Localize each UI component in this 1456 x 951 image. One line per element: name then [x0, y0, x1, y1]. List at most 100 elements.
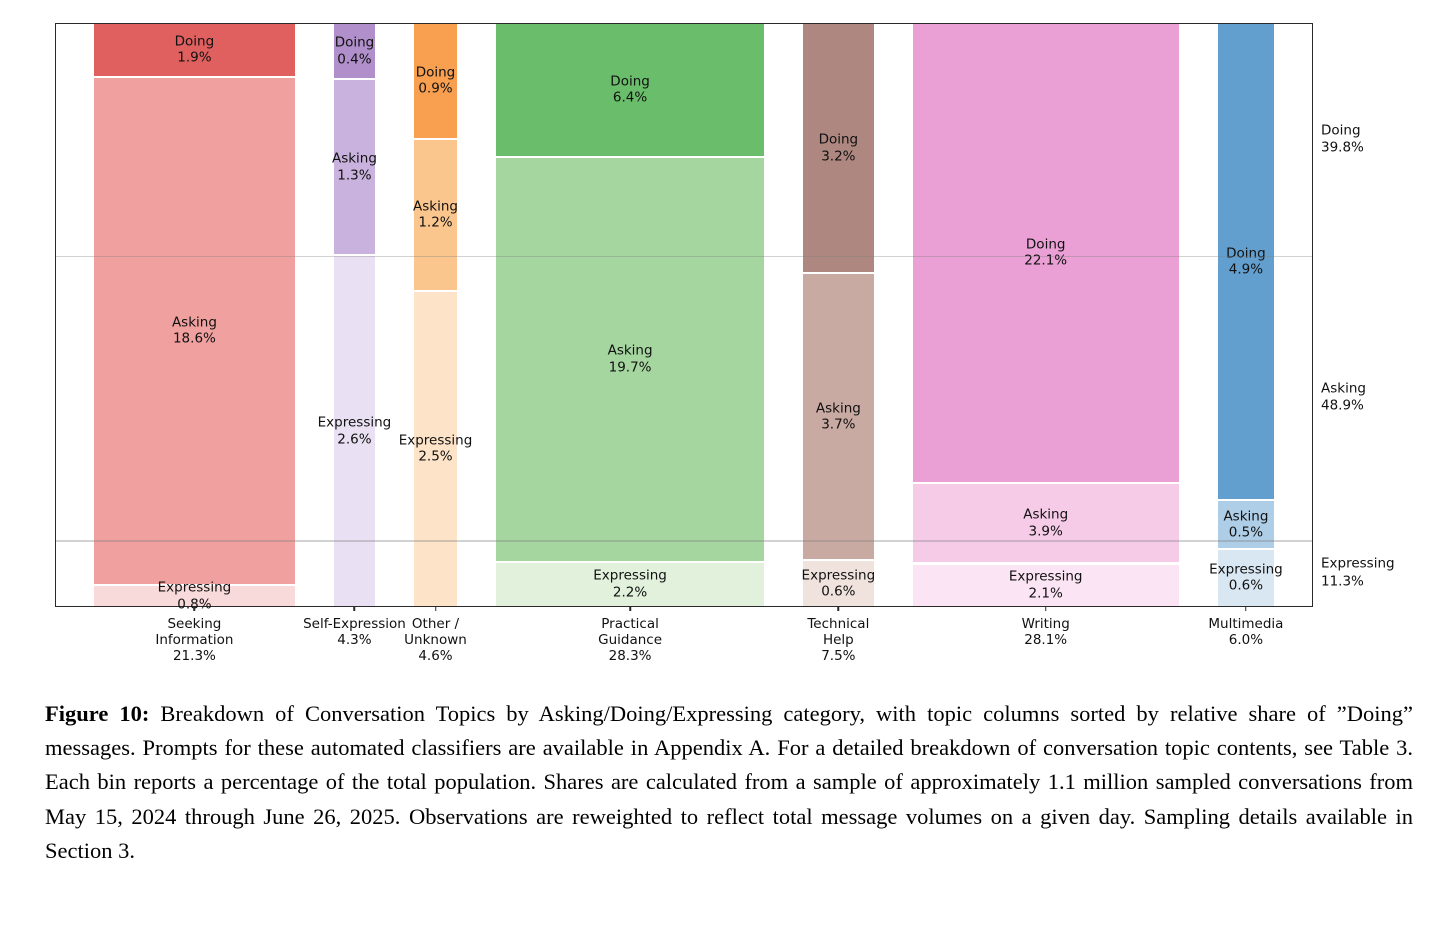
- segment-expressing: Expressing 2.6%: [318, 254, 391, 606]
- segment-name: Expressing: [593, 567, 667, 584]
- figure-caption-label: Figure 10:: [45, 701, 150, 726]
- x-axis-label-line: Self-Expression: [303, 616, 406, 632]
- segment-expressing: Expressing 0.8%: [93, 580, 296, 612]
- segment-value: 3.7%: [821, 416, 856, 433]
- mosaic-column-multimedia: Doing 4.9% Asking 0.5% Expressing 0.6%: [1209, 24, 1283, 606]
- segment-label: Expressing 2.2%: [593, 568, 667, 601]
- x-axis-label-line: Other /: [411, 616, 460, 632]
- segment-value: 2.2%: [612, 584, 648, 601]
- segment-label: Expressing 0.6%: [802, 567, 876, 600]
- x-axis-label-line: Practical: [601, 616, 659, 632]
- segment-name: Doing: [174, 33, 215, 50]
- segment-label: Doing 6.4%: [610, 73, 650, 106]
- segment-value: 2.6%: [337, 431, 372, 448]
- segment-name: Asking: [331, 150, 377, 167]
- segment-expressing: Expressing 2.5%: [399, 289, 472, 606]
- row-share-name: Expressing: [1321, 555, 1395, 572]
- segment-value: 0.6%: [1228, 577, 1264, 594]
- row-share-value: 48.9%: [1321, 397, 1364, 414]
- segment-expressing: Expressing 2.1%: [912, 562, 1179, 606]
- segment-asking: Asking 3.9%: [912, 481, 1179, 563]
- segment-name: Asking: [815, 400, 861, 417]
- x-axis-label-total: 4.3%: [337, 632, 372, 649]
- mosaic-column-technical-help: Doing 3.2% Asking 3.7% Expressing 0.6%: [802, 24, 876, 606]
- segment-doing: Doing 22.1%: [912, 24, 1179, 482]
- segment-label: Asking 1.2%: [413, 198, 458, 231]
- segment-name: Asking: [607, 342, 653, 359]
- segment-expressing: Expressing 2.2%: [496, 560, 764, 606]
- x-axis-label-total: 6.0%: [1228, 632, 1264, 649]
- x-axis-label-total: 28.3%: [608, 648, 652, 665]
- segment-label: Expressing 2.1%: [1009, 569, 1083, 602]
- segment-label: Expressing 0.6%: [1209, 561, 1283, 594]
- segment-label: Doing 22.1%: [1024, 236, 1067, 269]
- x-axis-label-line: Technical: [807, 616, 870, 632]
- mosaic-plot-area: Doing 1.9% Asking 18.6% Expressing 0.8% Doing 0…: [55, 23, 1395, 664]
- segment-label: Asking 0.5%: [1223, 508, 1268, 541]
- segment-name: Doing: [415, 64, 456, 81]
- figure-caption-body: Breakdown of Conversation Topics by Aski…: [45, 701, 1413, 863]
- segment-name: Expressing: [157, 579, 232, 596]
- segment-label: Doing 0.4%: [335, 35, 375, 68]
- x-axis-label: Self-Expression 4.3%: [303, 616, 406, 648]
- segment-label: Asking 19.7%: [608, 343, 653, 376]
- x-axis-label-total: 28.1%: [1024, 632, 1068, 649]
- x-axis-tick: [434, 606, 437, 611]
- x-axis-label-total: 21.3%: [172, 648, 216, 665]
- x-axis-label-line: Unknown: [404, 632, 467, 649]
- x-axis-tick: [629, 606, 631, 611]
- segment-value: 19.7%: [608, 359, 652, 376]
- segment-doing: Doing 3.2%: [802, 24, 874, 273]
- segment-name: Asking: [1023, 506, 1069, 523]
- segment-value: 0.9%: [418, 80, 453, 97]
- segment-label: Doing 1.9%: [175, 33, 215, 66]
- segment-label: Doing 0.9%: [416, 64, 456, 97]
- x-axis-tick: [837, 606, 840, 611]
- segment-doing: Doing 1.9%: [93, 24, 296, 76]
- figure-caption: Figure 10: Breakdown of Conversation Top…: [45, 697, 1413, 868]
- x-axis-tick: [1245, 606, 1247, 611]
- x-axis-label: Other / Unknown 4.6%: [404, 616, 467, 665]
- mosaic-column-writing: Doing 22.1% Asking 3.9% Expressing 2.1%: [912, 24, 1179, 606]
- segment-asking: Asking 0.5%: [1217, 499, 1275, 548]
- mosaic-column-practical-guidance: Doing 6.4% Asking 19.7% Expressing 2.2%: [496, 24, 764, 606]
- row-share-label-doing: Doing 39.8%: [1321, 122, 1364, 157]
- x-axis-label-line: Writing: [1021, 616, 1070, 632]
- segment-value: 2.5%: [418, 448, 453, 465]
- segment-doing: Doing 0.4%: [334, 24, 375, 79]
- row-share-name: Asking: [1321, 380, 1366, 397]
- row-share-label-asking: Asking 48.9%: [1321, 380, 1366, 415]
- segment-name: Asking: [171, 314, 217, 331]
- segment-label: Expressing 0.8%: [158, 580, 232, 613]
- segment-expressing: Expressing 0.6%: [802, 559, 876, 606]
- segment-asking: Asking 1.2%: [413, 137, 458, 290]
- mosaic-column-seeking-information: Doing 1.9% Asking 18.6% Expressing 0.8%: [93, 24, 296, 612]
- segment-label: Expressing 2.5%: [399, 432, 473, 465]
- segment-asking: Asking 19.7%: [496, 155, 764, 561]
- segment-label: Doing 3.2%: [819, 132, 859, 165]
- row-share-name: Doing: [1321, 122, 1361, 139]
- segment-name: Asking: [413, 198, 458, 215]
- x-axis-label-total: 7.5%: [821, 648, 856, 665]
- segment-name: Expressing: [317, 414, 392, 431]
- segment-label: Asking 18.6%: [172, 315, 217, 348]
- segment-value: 18.6%: [172, 331, 216, 348]
- segment-name: Expressing: [398, 432, 473, 449]
- x-axis-tick: [193, 606, 196, 611]
- segment-label: Expressing 2.6%: [318, 415, 392, 448]
- x-axis-label-line: Seeking: [167, 616, 222, 632]
- segment-value: 3.9%: [1028, 523, 1063, 540]
- segment-asking: Asking 18.6%: [93, 75, 296, 585]
- segment-asking: Asking 1.3%: [331, 78, 377, 255]
- segment-value: 1.2%: [418, 214, 453, 231]
- row-share-label-expressing: Expressing 11.3%: [1321, 556, 1395, 591]
- x-axis-label: Technical Help 7.5%: [807, 616, 869, 665]
- x-axis-label-line: Information: [155, 632, 234, 649]
- x-axis-label-total: 4.6%: [418, 648, 453, 665]
- x-axis-label: Multimedia 6.0%: [1208, 616, 1283, 648]
- row-share-value: 11.3%: [1321, 573, 1364, 590]
- segment-doing: Doing 0.9%: [413, 24, 458, 138]
- x-axis-tick: [353, 606, 356, 611]
- segment-label: Asking 3.9%: [1023, 507, 1068, 540]
- x-axis-tick: [1044, 606, 1047, 611]
